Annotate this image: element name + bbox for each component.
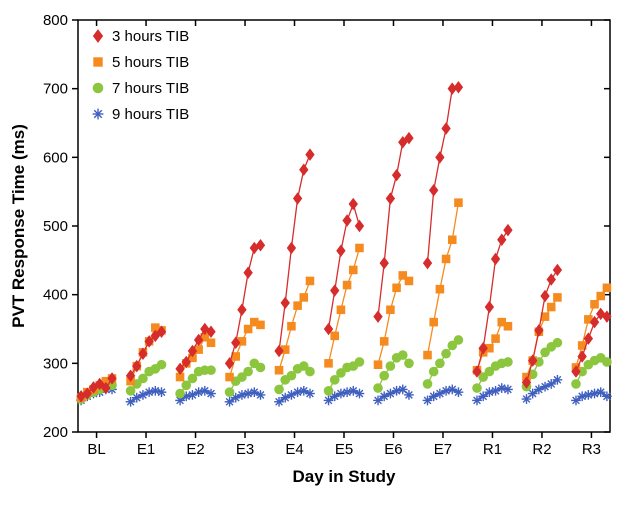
svg-text:300: 300: [43, 355, 68, 372]
svg-text:E5: E5: [335, 441, 353, 458]
svg-text:E4: E4: [285, 441, 303, 458]
svg-text:E7: E7: [434, 441, 452, 458]
svg-text:700: 700: [43, 81, 68, 98]
svg-text:E1: E1: [137, 441, 155, 458]
svg-text:3 hours TIB: 3 hours TIB: [112, 28, 189, 45]
svg-text:R3: R3: [582, 441, 601, 458]
svg-text:Day in Study: Day in Study: [293, 467, 397, 486]
svg-text:7 hours TIB: 7 hours TIB: [112, 80, 189, 97]
svg-text:PVT Response Time (ms): PVT Response Time (ms): [9, 124, 28, 328]
svg-text:9 hours TIB: 9 hours TIB: [112, 106, 189, 123]
svg-text:E6: E6: [384, 441, 402, 458]
svg-text:200: 200: [43, 424, 68, 441]
svg-text:500: 500: [43, 218, 68, 235]
svg-text:E3: E3: [236, 441, 254, 458]
svg-text:400: 400: [43, 287, 68, 304]
svg-text:R2: R2: [532, 441, 551, 458]
svg-text:BL: BL: [87, 441, 105, 458]
svg-text:5 hours TIB: 5 hours TIB: [112, 54, 189, 71]
pvt-chart: 200 300 400 500 600 700 800 BL E1 E2 E3 E4 E5 E6 E7 R1 R…: [0, 0, 630, 508]
svg-text:E2: E2: [186, 441, 204, 458]
svg-text:800: 800: [43, 12, 68, 29]
chart-svg: 200 300 400 500 600 700 800 BL E1 E2 E3 E4 E5 E6 E7 R1 R…: [0, 0, 630, 508]
svg-text:R1: R1: [483, 441, 502, 458]
svg-text:600: 600: [43, 149, 68, 166]
